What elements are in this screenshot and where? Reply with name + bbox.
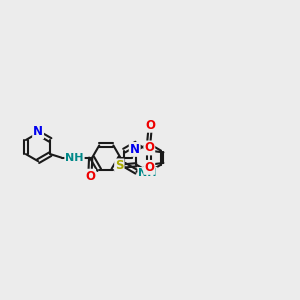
Text: NH: NH: [138, 168, 157, 178]
Text: O: O: [144, 141, 154, 154]
Text: O: O: [146, 119, 155, 132]
Text: O: O: [85, 170, 95, 183]
Text: N: N: [130, 143, 140, 156]
Text: N: N: [33, 125, 43, 138]
Text: O: O: [144, 161, 154, 174]
Text: S: S: [115, 159, 124, 172]
Text: NH: NH: [65, 153, 84, 163]
